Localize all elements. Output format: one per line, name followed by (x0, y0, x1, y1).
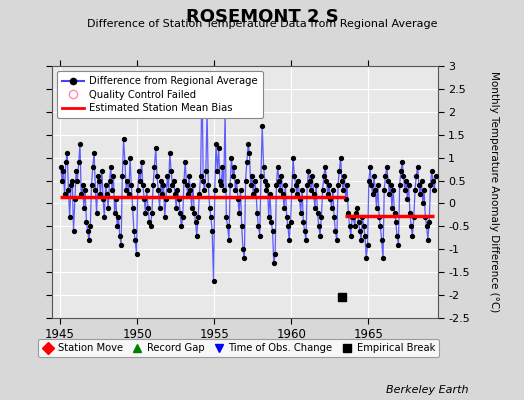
Text: Difference of Station Temperature Data from Regional Average: Difference of Station Temperature Data f… (87, 19, 437, 29)
Y-axis label: Monthly Temperature Anomaly Difference (°C): Monthly Temperature Anomaly Difference (… (489, 71, 499, 313)
Legend: Station Move, Record Gap, Time of Obs. Change, Empirical Break: Station Move, Record Gap, Time of Obs. C… (38, 339, 439, 357)
Text: Berkeley Earth: Berkeley Earth (387, 385, 469, 395)
Text: ROSEMONT 2 S: ROSEMONT 2 S (185, 8, 339, 26)
Legend: Difference from Regional Average, Quality Control Failed, Estimated Station Mean: Difference from Regional Average, Qualit… (58, 71, 263, 118)
